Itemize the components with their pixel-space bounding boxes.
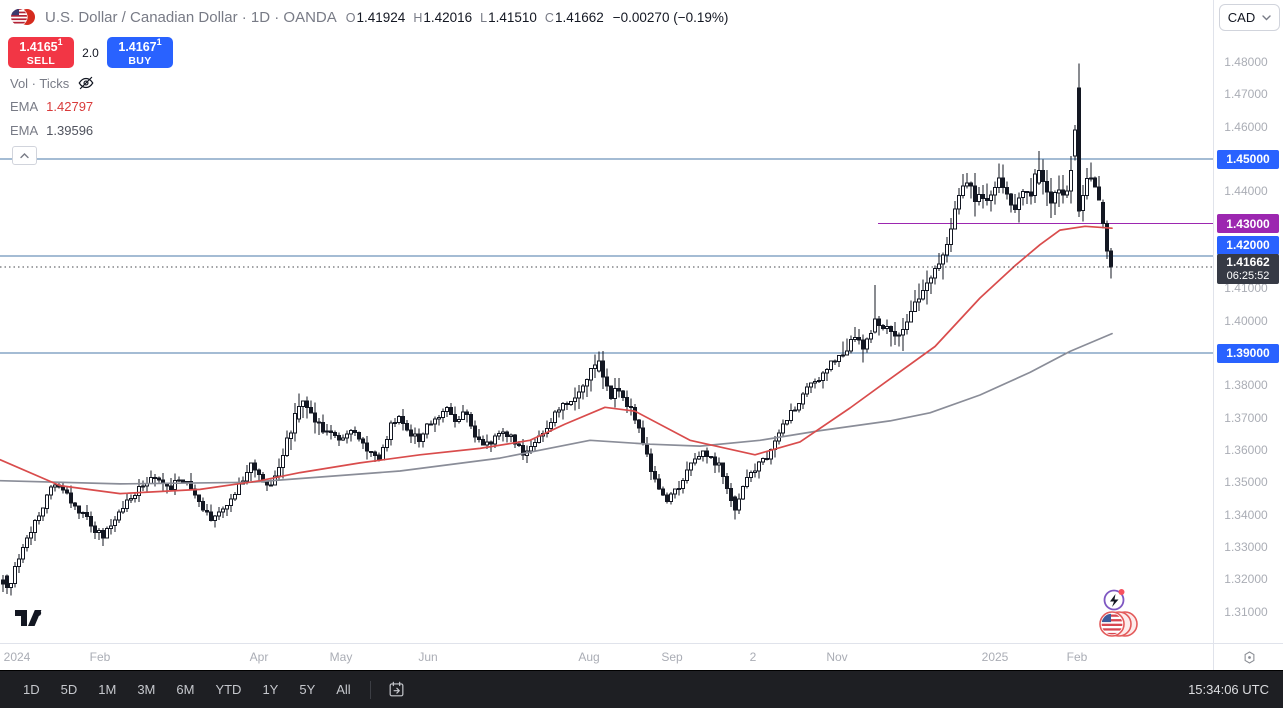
time-tick-label: May bbox=[329, 650, 353, 664]
toolbar-divider bbox=[369, 680, 371, 699]
sell-label: SELL bbox=[26, 54, 56, 67]
ohlc-item: O1.41924 bbox=[345, 9, 406, 25]
currency-pair-flags-icon bbox=[10, 7, 36, 27]
sell-button[interactable]: 1.41651 SELL bbox=[8, 37, 74, 68]
spread-value: 2.0 bbox=[82, 45, 99, 60]
tradingview-logo[interactable] bbox=[14, 606, 44, 635]
range-button-5y[interactable]: 5Y bbox=[299, 682, 316, 697]
ohlc-values: O1.41924 H1.42016 L1.41510 C1.41662 bbox=[346, 10, 604, 25]
symbol-header: U.S. Dollar / Canadian Dollar · 1D · OAN… bbox=[0, 0, 728, 34]
event-marker-us-flag-icon[interactable] bbox=[1096, 607, 1140, 646]
event-marker-lightning-icon[interactable] bbox=[1101, 586, 1128, 618]
range-button-6m[interactable]: 6M bbox=[176, 682, 195, 697]
axis-corner bbox=[1213, 643, 1283, 671]
go-to-date-button[interactable] bbox=[381, 678, 412, 701]
buy-price: 1.41671 bbox=[118, 37, 162, 55]
price-tick-label: 1.41000 bbox=[1224, 281, 1268, 296]
range-button-1d[interactable]: 1D bbox=[23, 682, 40, 697]
candles bbox=[1, 63, 1113, 596]
time-tick-label: Nov bbox=[826, 650, 848, 664]
current-price-label: 1.41662 06:25:52 bbox=[1217, 253, 1279, 284]
time-tick-label: Jun bbox=[418, 650, 438, 664]
range-button-ytd[interactable]: YTD bbox=[215, 682, 242, 697]
volume-indicator-row: Vol · Ticks bbox=[10, 74, 95, 92]
price-tick-label: 1.32000 bbox=[1224, 572, 1268, 587]
currency-selector[interactable]: CAD bbox=[1219, 4, 1280, 31]
ema-slow-label[interactable]: EMA bbox=[10, 123, 39, 138]
symbol-title[interactable]: U.S. Dollar / Canadian Dollar · 1D · OAN… bbox=[45, 8, 337, 26]
time-tick-label: Aug bbox=[578, 650, 600, 664]
price-tick-label: 1.37000 bbox=[1224, 410, 1268, 425]
buy-label: BUY bbox=[128, 54, 152, 67]
bottom-toolbar: 1D 5D 1M 3M 6M YTD 1Y 5Y All 15:34:06 UTC bbox=[0, 670, 1283, 708]
ema-fast-value: 1.42797 bbox=[46, 99, 94, 114]
axis-settings-gear-icon[interactable] bbox=[1242, 650, 1257, 665]
price-tick-label: 1.48000 bbox=[1224, 55, 1268, 69]
price-level-label: 1.39000 bbox=[1217, 343, 1279, 363]
time-tick-label: 2024 bbox=[3, 650, 31, 664]
price-tick-label: 1.34000 bbox=[1224, 507, 1268, 522]
range-button-5d[interactable]: 5D bbox=[60, 682, 78, 697]
time-tick-label: Apr bbox=[249, 650, 269, 664]
ohlc-item: H1.42016 bbox=[413, 9, 473, 25]
chevron-up-icon bbox=[20, 152, 29, 158]
time-tick-label: Feb bbox=[89, 650, 111, 664]
time-axis[interactable]: 2024 Feb Apr May Jun Aug Sep 2 Nov 2025 Feb bbox=[0, 643, 1213, 671]
price-level-label: 1.43000 bbox=[1217, 214, 1279, 234]
buy-button[interactable]: 1.41671 BUY bbox=[107, 37, 173, 68]
time-tick-label: 2 bbox=[749, 650, 757, 664]
ema-fast-row: EMA 1.42797 bbox=[10, 99, 93, 114]
time-tick-label: Feb bbox=[1066, 650, 1088, 664]
price-tick-label: 1.35000 bbox=[1224, 475, 1268, 490]
currency-code: CAD bbox=[1227, 10, 1256, 25]
collapse-legend-button[interactable] bbox=[12, 146, 37, 165]
price-axis[interactable]: 1.48000 1.47000 1.46000 1.44000 1.41000 1.400… bbox=[1213, 0, 1283, 643]
utc-clock: 15:34:06 UTC bbox=[1188, 682, 1269, 697]
range-button-1y[interactable]: 1Y bbox=[262, 682, 279, 697]
calendar-arrow-icon bbox=[389, 681, 404, 697]
range-button-all[interactable]: All bbox=[336, 682, 351, 697]
price-tick-label: 1.44000 bbox=[1224, 184, 1268, 199]
ema-fast-label[interactable]: EMA bbox=[10, 99, 39, 114]
ohlc-item: C1.41662 bbox=[544, 9, 604, 25]
range-button-1m[interactable]: 1M bbox=[98, 682, 117, 697]
price-tick-label: 1.31000 bbox=[1224, 604, 1268, 619]
price-tick-label: 1.33000 bbox=[1224, 540, 1268, 554]
price-level-label: 1.45000 bbox=[1217, 149, 1279, 169]
chart-canvas[interactable] bbox=[0, 0, 1283, 668]
range-buttons: 1D 5D 1M 3M 6M YTD 1Y 5Y All bbox=[14, 679, 360, 700]
visibility-eye-off-icon[interactable] bbox=[77, 74, 95, 92]
price-tick-label: 1.40000 bbox=[1224, 313, 1268, 328]
ema-slow-row: EMA 1.39596 bbox=[10, 123, 93, 138]
price-tick-label: 1.38000 bbox=[1224, 378, 1268, 393]
trade-panel: 1.41651 SELL 2.0 1.41671 BUY bbox=[8, 37, 173, 68]
price-tick-label: 1.36000 bbox=[1224, 443, 1268, 457]
ohlc-item: L1.41510 bbox=[480, 9, 537, 25]
range-button-3m[interactable]: 3M bbox=[137, 682, 156, 697]
time-tick-label: Sep bbox=[661, 650, 683, 664]
volume-indicator-label[interactable]: Vol · Ticks bbox=[10, 75, 70, 91]
price-tick-label: 1.46000 bbox=[1224, 119, 1268, 134]
ema-slow-value: 1.39596 bbox=[46, 123, 94, 138]
sell-price: 1.41651 bbox=[19, 37, 63, 55]
price-change: −0.00270 (−0.19%) bbox=[612, 9, 729, 25]
chevron-down-icon bbox=[1262, 14, 1271, 20]
time-tick-label: 2025 bbox=[981, 650, 1009, 664]
price-level-label: 1.42000 bbox=[1217, 235, 1279, 255]
price-tick-label: 1.47000 bbox=[1224, 87, 1268, 102]
